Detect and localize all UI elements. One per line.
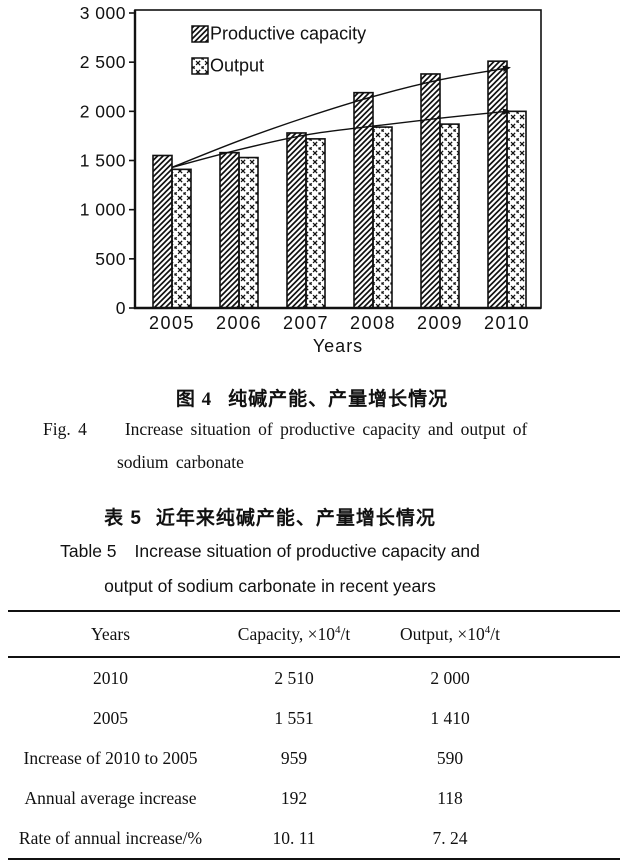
output-value: 7. 24	[432, 827, 468, 848]
bar-2009-output	[439, 123, 460, 309]
table-row: 2010 2 510 2 000	[8, 658, 620, 698]
capacity-value: 2 510	[274, 667, 314, 688]
legend-swatch-cross	[191, 57, 209, 75]
bar-2005-capacity	[152, 154, 173, 309]
plot-frame	[134, 9, 542, 309]
row-label: 2010	[93, 667, 128, 688]
output-value: 590	[436, 747, 464, 768]
table-row: 2005 1 551 1 410	[8, 698, 620, 738]
bar-2007-output	[305, 138, 326, 309]
col-header-capacity: Capacity, ×104/t	[237, 623, 351, 644]
x-tick-label: 2006	[216, 313, 262, 333]
bar-2010-capacity	[487, 60, 508, 309]
output-trend-arrowhead	[502, 108, 511, 115]
bar-2009-capacity	[420, 73, 441, 309]
bar-2006-output	[238, 156, 259, 309]
x-tick-label: 2009	[417, 313, 463, 333]
y-tick-label: 1 500	[80, 151, 126, 171]
row-label: Annual average increase	[24, 787, 197, 808]
table5-caption-en-line2: output of sodium carbonate in recent yea…	[104, 576, 436, 596]
y-tick-label: 1 000	[80, 200, 126, 220]
y-tick-label: 500	[95, 249, 126, 269]
output-trend	[171, 110, 508, 169]
table5-caption-en-line1: Table 5 Increase situation of productive …	[60, 541, 480, 561]
x-tick-label: 2007	[283, 313, 329, 333]
capacity-value: 959	[280, 747, 308, 768]
y-tick-label: 2 000	[80, 101, 126, 121]
axes-group: 0 500 1 000 1 500 2 000 2 500 3 000 2005 2006 200…	[80, 3, 542, 356]
x-tick-label: 2010	[484, 313, 530, 333]
y-tick-label: 3 000	[80, 3, 126, 23]
table5-caption-zh-label: 表 5	[104, 508, 142, 529]
capacity-trend-arrowhead	[502, 65, 511, 72]
legend-label: Output	[210, 56, 264, 76]
figure4-caption-en-line1: Fig. 4 Increase situation of productive c…	[43, 419, 528, 439]
y-tick-label: 2 500	[80, 52, 126, 72]
table5-caption-zh: 表 5 近年来纯碱产能、产量增长情况	[0, 503, 540, 530]
table-row: Annual average increase 192 118	[8, 778, 620, 818]
capacity-value: 10. 11	[272, 827, 316, 848]
bar-2008-capacity	[353, 91, 374, 309]
x-axis-title: Years	[313, 336, 363, 356]
figure4-caption-zh-label: 图 4	[175, 389, 213, 410]
bars-group	[152, 60, 527, 309]
table5-caption-zh-title: 近年来纯碱产能、产量增长情况	[155, 508, 436, 529]
bar-2010-output	[506, 110, 527, 309]
table5: Years Capacity, ×104/t Output, ×104/t 20…	[8, 610, 620, 860]
row-label: Increase of 2010 to 2005	[23, 747, 198, 768]
col-header-output: Output, ×104/t	[400, 623, 500, 644]
capacity-value: 192	[280, 787, 308, 808]
axis-lines	[133, 10, 541, 310]
x-tick-label: 2008	[350, 313, 396, 333]
legend-swatch-diagonal	[191, 25, 209, 43]
col-header-years: Years	[90, 623, 131, 644]
row-label: Rate of annual increase/%	[18, 827, 203, 848]
figure4-caption-en-line2: sodium carbonate	[117, 452, 244, 472]
figure4-caption-zh: 图 4 纯碱产能、产量增长情况	[0, 384, 624, 411]
table-header-row: Years Capacity, ×104/t Output, ×104/t	[8, 612, 620, 658]
figure4-caption-en-label: Fig. 4	[43, 419, 87, 439]
table5-caption-en-label: Table 5	[60, 541, 117, 561]
bar-2008-output	[372, 126, 393, 309]
capacity-trend	[171, 67, 508, 169]
bar-2005-output	[171, 168, 192, 309]
row-label: 2005	[93, 707, 128, 728]
trend-lines-group	[171, 65, 511, 169]
x-tick-label: 2005	[149, 313, 195, 333]
output-value: 2 000	[430, 667, 470, 688]
figure4-bar-chart: 0 500 1 000 1 500 2 000 2 500 3 000 2005 2006 200…	[80, 3, 542, 356]
output-value: 1 410	[430, 707, 470, 728]
figure4-caption-zh-title: 纯碱产能、产量增长情况	[228, 389, 449, 410]
output-value: 118	[437, 787, 463, 808]
table-row: Increase of 2010 to 2005 959 590	[8, 738, 620, 778]
capacity-value: 1 551	[274, 707, 314, 728]
y-tick-label: 0	[116, 298, 126, 318]
table-row: Rate of annual increase/% 10. 11 7. 24	[8, 818, 620, 858]
bar-2007-capacity	[286, 132, 307, 309]
legend-label: Productive capacity	[210, 24, 366, 44]
bar-2006-capacity	[219, 151, 240, 309]
legend-group: Productive capacity Output	[191, 24, 366, 76]
